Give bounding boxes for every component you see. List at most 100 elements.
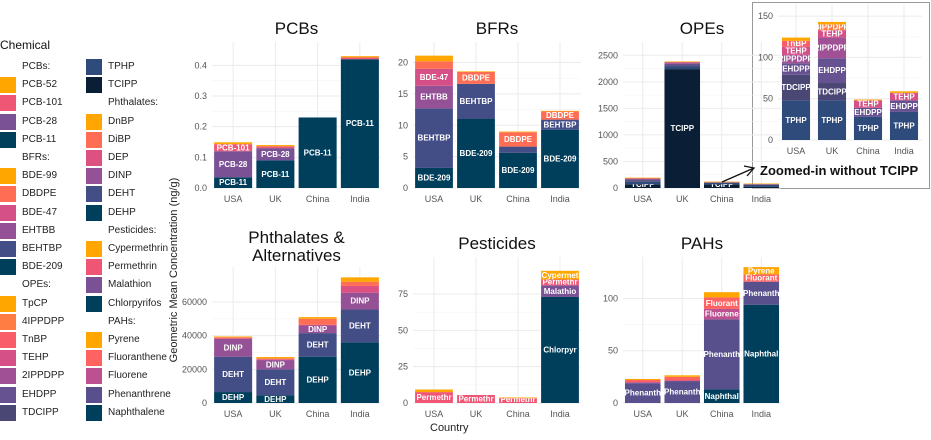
bar-segment-tpcp [624,177,661,179]
bar-segment-tpcp [664,61,701,63]
bar-segment-label: Naphthal [744,349,778,358]
y-tick-label: 0 [202,398,207,408]
bar-segment-tcipp [664,69,701,188]
legend-label: TCIPP [108,79,138,91]
bar-segment-tcipp [624,184,661,188]
legend-label: PCB-52 [22,79,58,91]
bar-segment-tdcipp [624,180,661,182]
y-tick-label: 50 [608,346,618,356]
bar-segment-tpcp [853,99,883,101]
bar-segment-label: EHDPP [854,108,882,117]
bar-segment-label: Fluorant [745,274,777,283]
legend-swatch [86,295,102,312]
x-tick-label: China [856,146,880,156]
bar-segment-pcb-52 [256,145,295,147]
bar-segment-cypermethrin [415,389,453,393]
y-tick-label: 2500 [598,50,618,60]
x-tick-label: UK [269,194,282,204]
legend-swatch [86,277,102,294]
legend-swatch [0,186,16,203]
bar-segment-ehdpp [703,182,740,183]
bar-segment-label: Phenanth [625,389,662,398]
bar-segment-label: BDE-209 [460,149,493,158]
bar-segment-label: 4IPPDPP [815,22,849,31]
bar-segment-fluoranthene [703,297,740,309]
legend-swatch [0,95,16,112]
bar-segment-label: BDE-47 [420,73,449,82]
bar-segment-phenanthrene [743,281,780,305]
bar-segment-pcb-11 [214,177,253,188]
bar-segment-label: DEHP [307,375,330,384]
legend-label: PCB-101 [22,97,63,109]
legend-label: Fluoranthene [108,352,167,364]
bar-segment-tehp [781,46,811,55]
bar-segment-malathion [541,285,579,297]
legend-label: TEHP [22,352,49,364]
bar-segment-label: 2IPPDPP [815,44,849,53]
bar-segment-2ippdpp [781,54,811,64]
y-tick-label: 20000 [182,364,207,374]
y-tick-label: 500 [603,156,618,166]
bar-segment-label: PCB-28 [261,150,290,159]
legend-swatch [86,168,102,185]
bar-segment-tcipp [743,186,780,188]
legend-label: Phthalates: [108,97,159,109]
bar-segment-bde-47 [415,68,453,86]
x-tick-label: UK [676,409,689,419]
bar-segment-permethrin [415,392,453,403]
bar-segment-bde-209 [415,167,453,188]
legend-swatch [86,241,102,257]
legend-swatch [86,131,102,148]
bar-segment-label: BEHTBP [460,97,494,106]
bar-segment-label: PCB-11 [219,178,248,187]
bar-segment-dibp [214,337,253,339]
y-tick-label: 50 [398,325,408,335]
bar-segment-dehp [298,356,337,403]
bar-segment-label: Permethr [542,277,577,286]
bar-segment-tphp [889,111,919,140]
bar-segment-label: TDCIPP [817,87,847,96]
bar-segment-label: TCIPP [670,124,694,133]
legend-swatch [86,59,102,75]
bar-segment-label: DEHT [222,370,244,379]
x-tick-label: China [710,194,734,204]
legend-swatch [86,368,102,385]
bar-segment-pcb-52 [214,142,253,145]
bar-segment-fluorene [624,382,661,384]
bar-segment-pcb-28 [214,151,253,178]
legend-swatch [86,204,102,221]
bar-segment-bde-209 [457,119,495,188]
y-tick-label: 40000 [182,331,207,341]
bar-segment-dbdpe [541,111,579,120]
bar-segment-tcipp [703,184,740,188]
panel-phthalates: 0 20000 40000 60000 DEHP DEHT DINP USA DEHP DEHT D… [182,228,381,419]
bar-segment-tehp [664,62,701,63]
bar-segment-label: Naphthal [705,392,739,401]
bar-segment-dehp [214,392,253,403]
x-tick-label: China [506,194,530,204]
legend-label: BDE-209 [22,261,63,273]
bar-segment-bde-99 [415,55,453,62]
bar-segment-label: Fluorant [706,299,738,308]
bar-segment-label: TPHP [821,116,843,125]
legend-label: TDCIPP [22,406,59,418]
bar-segment-pcb-11 [256,160,295,188]
bar-segment-tphp [817,100,847,140]
legend-swatch [0,368,16,385]
legend-swatch [0,386,16,403]
bar-segment-label: EHDPP [890,102,918,111]
legend-label: DnBP [108,115,135,127]
bar-segment-ehdpp [853,107,883,117]
bar-segment-naphthalene [703,389,740,403]
bar-segment-label: 2IPPDPP [779,55,813,64]
bar-segment-bde-209 [541,129,579,188]
bar-segment-label: DEHP [349,368,372,377]
legend-swatch [86,404,102,421]
bar-segment-label: PCB-11 [261,170,290,179]
panel-title: PAHs [681,234,723,253]
inset-caption: Zoomed-in without TCIPP [760,163,919,178]
legend-label: OPEs: [22,279,51,291]
bar-segment-label: DEHT [264,378,286,387]
bar-segment-dehp [340,342,379,403]
x-tick-label: India [894,146,914,156]
